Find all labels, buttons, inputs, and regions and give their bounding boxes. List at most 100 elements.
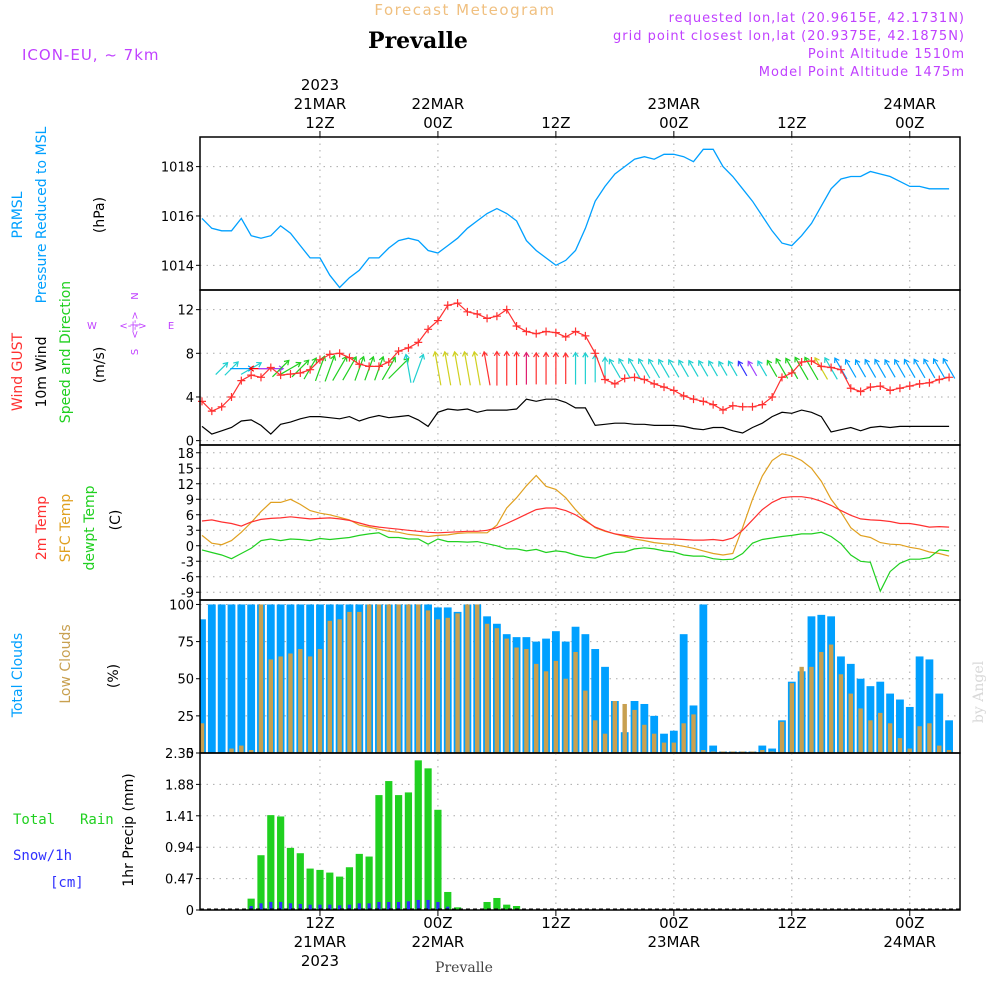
- rain-bar: [404, 792, 413, 910]
- low-cloud-bar: [828, 644, 834, 753]
- low-cloud-bar: [534, 663, 539, 753]
- total-cloud-bar: [709, 745, 718, 753]
- total-cloud-bar: [768, 748, 777, 753]
- low-cloud-bar: [239, 745, 244, 753]
- wind-arrow: [481, 350, 491, 386]
- bottom-time-label: 00Z: [423, 914, 452, 932]
- low-cloud-bar: [789, 683, 794, 753]
- wind-arrow: [785, 357, 799, 380]
- wind-arrow-shaft: [463, 351, 471, 386]
- wind-arrow-head: [503, 350, 510, 357]
- wind-arrow-shaft: [903, 359, 916, 378]
- bottom-time-label: 24MAR: [883, 933, 936, 951]
- low-clouds-label: Low Clouds: [58, 624, 74, 703]
- rain-bar: [286, 847, 295, 910]
- gust-marker: [827, 363, 836, 372]
- wind-arrow: [442, 350, 452, 386]
- wind-arrow-head: [718, 360, 724, 367]
- wind-arrow: [533, 351, 540, 385]
- wind-arrow-head: [913, 358, 919, 365]
- low-cloud-bar: [298, 649, 303, 753]
- gust-marker: [502, 305, 511, 314]
- rain-bar: [424, 768, 432, 910]
- precip-snow-label: Snow/1h: [13, 848, 72, 864]
- wind-arrow-head: [698, 359, 704, 366]
- wind-arrow-head: [766, 359, 773, 366]
- low-cloud-bar: [229, 748, 234, 753]
- total-cloud-bar: [207, 604, 216, 753]
- wind-arrow-shaft: [794, 357, 809, 381]
- gust-marker: [512, 322, 521, 331]
- top-time-label: 12Z: [305, 114, 334, 132]
- wind-arrow-head: [942, 357, 949, 364]
- gust-marker: [306, 365, 315, 374]
- ytick-label: 1014: [161, 259, 194, 274]
- clouds-labels: Total Clouds Low Clouds (%): [10, 624, 122, 718]
- total-cloud-bar: [758, 745, 767, 753]
- low-cloud-bar: [494, 628, 500, 753]
- wind-arrow: [523, 351, 530, 385]
- snow-bar: [347, 904, 352, 910]
- low-cloud-bar: [642, 724, 647, 753]
- top-time-label: 23MAR: [647, 95, 700, 113]
- low-cloud-bar: [248, 750, 254, 753]
- wind-arrow: [727, 360, 738, 377]
- snow-bar: [367, 903, 371, 910]
- meteogram-title: Forecast Meteogram: [374, 1, 555, 19]
- temp-2m-line: [201, 496, 950, 542]
- low-cloud-bar: [671, 742, 677, 753]
- gust-marker: [384, 358, 393, 367]
- wind-arrow-shaft: [332, 356, 348, 381]
- ytick-label: 12: [177, 304, 194, 319]
- snow-bar: [298, 903, 302, 910]
- wind-arrow-head: [351, 356, 357, 363]
- total-cloud-bar: [679, 634, 688, 753]
- wind-arrow-shaft: [942, 358, 956, 379]
- gust-marker: [581, 331, 590, 340]
- ytick-label: 4: [186, 391, 194, 406]
- wind-arrow-head: [775, 357, 781, 364]
- low-cloud-bar: [357, 611, 362, 753]
- wind-arrow-head: [727, 360, 734, 367]
- ytick-label: 9: [186, 493, 194, 508]
- wind-arrow: [874, 358, 887, 378]
- top-time-label: 00Z: [895, 114, 924, 132]
- gust-marker: [453, 299, 462, 308]
- gust-marker: [296, 368, 305, 377]
- rain-bar: [453, 907, 462, 910]
- wind-arrow-head: [874, 358, 880, 365]
- gust-marker: [463, 307, 472, 316]
- low-cloud-bar: [848, 693, 853, 753]
- footer-station: Prevalle: [435, 960, 493, 976]
- low-cloud-bar: [838, 674, 844, 753]
- rain-bar: [296, 853, 304, 910]
- gust-marker: [591, 349, 600, 358]
- rain-bar: [267, 815, 275, 910]
- low-cloud-bar: [946, 750, 952, 753]
- compass-ns-arrow: <-|->: [130, 311, 141, 338]
- total-cloud-bar: [669, 730, 678, 753]
- wind-arrow: [432, 350, 442, 386]
- wind-arrow-head: [678, 359, 684, 366]
- wind-arrow: [582, 351, 589, 385]
- wind-arrow-shaft: [845, 359, 857, 378]
- low-cloud-bar: [887, 723, 893, 753]
- wind-arrow-head: [824, 356, 830, 363]
- ytick-label: 0: [186, 435, 194, 450]
- wind-arrow-head: [608, 358, 615, 365]
- station-name: Prevalle: [368, 28, 468, 54]
- bottom-time-label: 00Z: [895, 914, 924, 932]
- ytick-label: 18: [177, 447, 194, 462]
- wind-arrow-shaft: [405, 354, 412, 383]
- gust-marker: [935, 375, 944, 384]
- wind-arrow-shaft: [698, 360, 709, 377]
- ytick-label: 0: [186, 747, 194, 762]
- gust-marker: [532, 329, 541, 338]
- rain-bar: [512, 905, 521, 910]
- temp-dewpt-label: dewpt Temp: [82, 485, 98, 570]
- snow-bar: [269, 901, 273, 910]
- wind-arrow-shaft: [766, 360, 778, 378]
- rain-bar: [483, 901, 491, 910]
- snow-bar: [397, 901, 401, 910]
